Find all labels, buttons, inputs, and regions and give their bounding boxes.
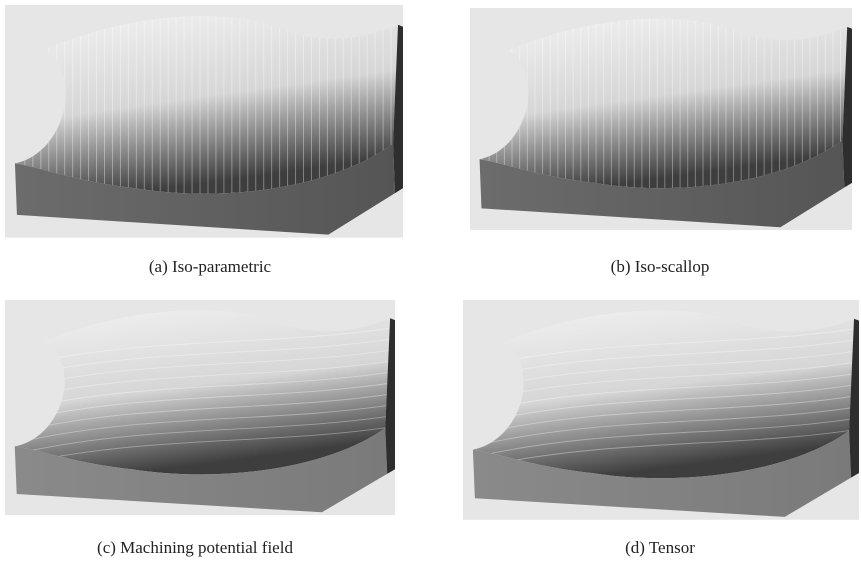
figure: (a) Iso-parametric (b) Iso-scallop (c) M… <box>0 0 861 568</box>
panel-b-image <box>470 8 852 230</box>
caption: (b) Iso-scallop <box>611 257 710 276</box>
page: (a) Iso-parametric (b) Iso-scallop (c) M… <box>0 0 861 568</box>
caption: (d) Tensor <box>625 538 695 557</box>
panel-a-image <box>5 5 403 238</box>
panel-c-image <box>5 300 395 515</box>
caption: (a) Iso-parametric <box>149 257 272 276</box>
panel-d-image <box>463 300 859 520</box>
caption: (c) Machining potential field <box>97 538 293 557</box>
